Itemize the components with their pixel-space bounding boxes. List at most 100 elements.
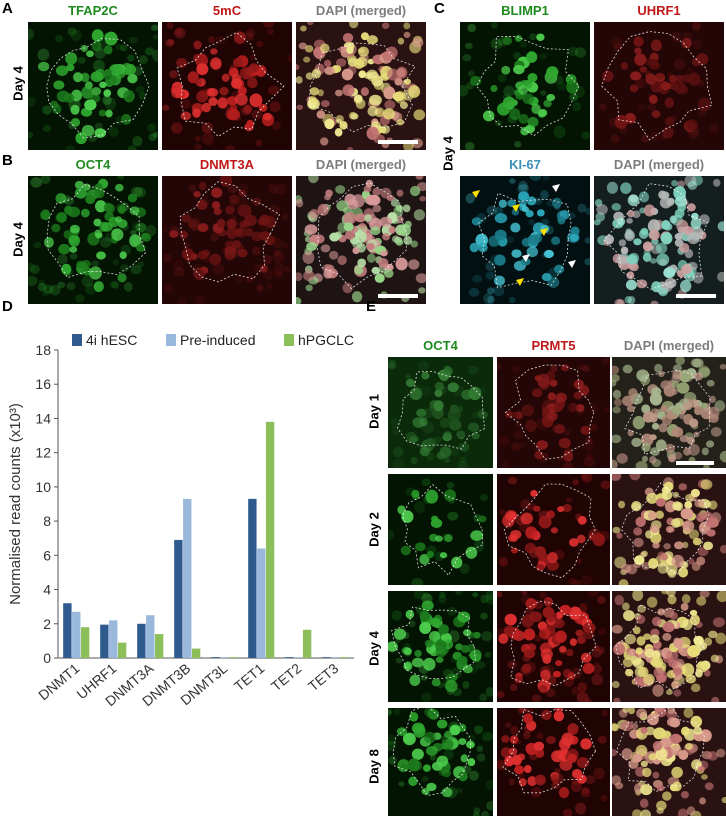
panel-letter-a: A bbox=[2, 0, 13, 17]
row-label-day4: Day 4 bbox=[440, 136, 456, 171]
micrograph-texture bbox=[594, 176, 724, 304]
micrograph-dapi-merged bbox=[594, 176, 724, 304]
colony-outline bbox=[601, 31, 713, 141]
micrograph-dnmt3a bbox=[162, 176, 292, 304]
micrograph-dapi-merged-day2 bbox=[612, 474, 726, 585]
panel-letter-e: E bbox=[366, 298, 377, 315]
colony-outline bbox=[179, 181, 281, 283]
read-counts-bar-chart: 0 2 4 6 8 10 12 14 16 18 Normalised read counts (x… bbox=[7, 332, 354, 709]
colony-outline bbox=[317, 182, 408, 290]
x-tick-label: TET1 bbox=[231, 660, 268, 694]
colony-outline bbox=[476, 35, 580, 137]
colony-outline bbox=[402, 483, 484, 576]
column-label-5mc: 5mC bbox=[212, 3, 242, 18]
micrograph-texture bbox=[388, 591, 493, 702]
column-label-dapi-merged: DAPI (merged) bbox=[623, 338, 715, 353]
bar-tet2-4i-hesc bbox=[285, 657, 294, 658]
column-label-ki67: KI-67 bbox=[509, 157, 541, 172]
micrograph-texture bbox=[612, 591, 726, 702]
bar-dnmt3b-pre-induced bbox=[183, 498, 192, 658]
column-label-dapi-merged: DAPI (merged) bbox=[315, 157, 407, 172]
y-tick-label: 2 bbox=[43, 616, 51, 632]
bar-dnmt3l-pre-induced bbox=[220, 657, 229, 658]
bar-tet1-4i-hesc bbox=[248, 498, 257, 658]
bar-dnmt3l-4i-hesc bbox=[211, 657, 220, 658]
x-tick-label: TET3 bbox=[305, 660, 342, 694]
column-label-oct4: OCT4 bbox=[423, 338, 458, 353]
legend-swatch bbox=[166, 334, 176, 346]
column-label-prmt5: PRMT5 bbox=[531, 338, 576, 353]
colony-outline bbox=[46, 38, 150, 139]
row-label-day1: Day 1 bbox=[366, 394, 382, 429]
scale-bar bbox=[378, 294, 418, 298]
bar-dnmt3b-4i-hesc bbox=[174, 539, 183, 658]
y-tick-label: 8 bbox=[43, 513, 51, 529]
scale-bar bbox=[676, 294, 716, 298]
colony-outline bbox=[502, 708, 596, 794]
micrograph-texture bbox=[388, 708, 493, 816]
micrograph-texture bbox=[162, 176, 292, 304]
micrograph-texture bbox=[460, 176, 590, 304]
micrograph-prmt5-day8 bbox=[497, 708, 610, 816]
arrowhead-markers bbox=[472, 184, 576, 286]
y-tick-label: 14 bbox=[35, 410, 51, 426]
row-label-day4: Day 4 bbox=[366, 631, 382, 666]
colony-outline bbox=[620, 482, 710, 576]
colony-outline bbox=[392, 708, 472, 796]
y-tick-label: 12 bbox=[35, 445, 51, 461]
micrograph-texture bbox=[612, 708, 726, 816]
bar-dnmt1-hpgclc bbox=[80, 627, 90, 658]
micrograph-texture bbox=[28, 176, 158, 304]
column-label-tfap2c: TFAP2C bbox=[68, 3, 118, 18]
colony-outline bbox=[391, 606, 476, 680]
column-label-uhrf1: UHRF1 bbox=[637, 3, 681, 18]
bar-tet2-hpgclc bbox=[302, 629, 312, 658]
row-label-day4: Day 4 bbox=[10, 222, 26, 257]
bar-dnmt3a-pre-induced bbox=[146, 615, 155, 658]
colony-outline bbox=[616, 708, 705, 793]
row-label-day8: Day 8 bbox=[366, 749, 382, 784]
colony-outline bbox=[504, 364, 595, 460]
colony-outline bbox=[308, 42, 416, 133]
micrograph-dapi-merged bbox=[296, 22, 426, 150]
micrograph-oct4-day8 bbox=[388, 708, 493, 816]
micrograph-oct4-day1 bbox=[388, 357, 493, 468]
x-tick-label: TET2 bbox=[268, 660, 305, 694]
micrograph-texture bbox=[296, 22, 426, 150]
micrograph-uhrf1 bbox=[594, 22, 724, 150]
micrograph-oct4-day2 bbox=[388, 474, 493, 585]
bar-tet3-4i-hesc bbox=[322, 657, 331, 658]
bar-tet3-pre-induced bbox=[331, 657, 340, 658]
legend-swatch bbox=[284, 334, 294, 346]
row-label-day4: Day 4 bbox=[10, 66, 26, 101]
micrograph-texture bbox=[497, 708, 610, 816]
micrograph-ki67 bbox=[460, 176, 590, 304]
micrograph-texture bbox=[296, 176, 426, 304]
micrograph-prmt5-day4 bbox=[497, 591, 610, 702]
micrograph-texture bbox=[497, 357, 610, 468]
bar-tet3-hpgclc bbox=[339, 657, 349, 658]
legend-entry: hPGCLC bbox=[298, 332, 354, 348]
bar-dnmt1-4i-hesc bbox=[63, 603, 72, 658]
bar-tet1-pre-induced bbox=[257, 548, 266, 658]
bar-tet1-hpgclc bbox=[265, 421, 275, 658]
bar-dnmt1-pre-induced bbox=[72, 611, 81, 658]
colony-outline bbox=[624, 369, 711, 455]
colony-outline bbox=[603, 183, 709, 290]
panel-letter-b: B bbox=[2, 152, 13, 169]
legend-entry: Pre-induced bbox=[180, 332, 256, 348]
y-tick-label: 16 bbox=[35, 376, 51, 392]
bar-dnmt3l-hpgclc bbox=[228, 657, 238, 658]
micrograph-oct4 bbox=[28, 176, 158, 304]
y-axis-label: Normalised read counts (x10³) bbox=[7, 403, 24, 605]
y-tick-label: 0 bbox=[43, 650, 51, 666]
legend-swatch bbox=[72, 334, 82, 346]
colony-outline bbox=[46, 184, 147, 279]
micrograph-dapi-merged-day1 bbox=[612, 357, 726, 468]
colony-outline bbox=[503, 483, 596, 579]
micrograph-5mc bbox=[162, 22, 292, 150]
micrograph-texture bbox=[162, 22, 292, 150]
panel-letter-c: C bbox=[434, 0, 445, 17]
column-label-dapi-merged: DAPI (merged) bbox=[613, 157, 705, 172]
y-tick-label: 10 bbox=[35, 479, 51, 495]
